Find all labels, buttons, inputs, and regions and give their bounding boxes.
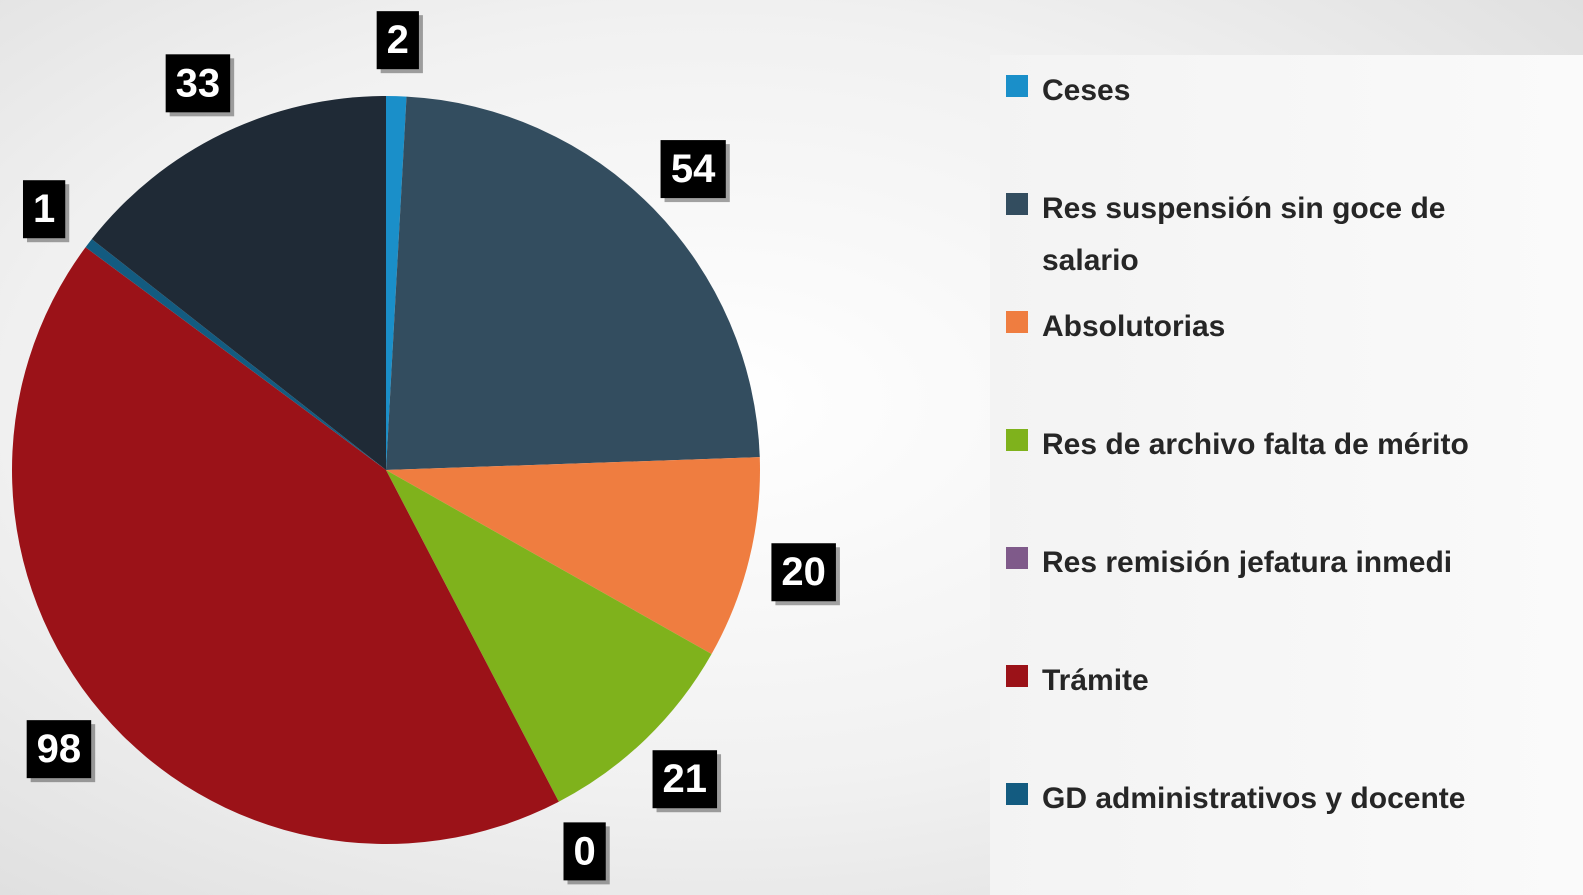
- legend-label: Ceses: [1042, 74, 1131, 107]
- data-label: 2: [376, 11, 423, 74]
- chart: 2 54 20 21 0 98 1 33: [11, 11, 840, 885]
- data-label: 33: [165, 54, 235, 117]
- label-box: [26, 720, 92, 779]
- data-label-text: 1: [33, 187, 55, 231]
- data-label: 1: [22, 180, 70, 243]
- data-label-text: 2: [387, 18, 409, 62]
- legend-label: Trámite: [1042, 664, 1149, 697]
- legend-item: Res remisión jefatura inmedi: [1006, 537, 1506, 589]
- legend-swatch: [1006, 193, 1028, 215]
- legend-swatch: [1006, 311, 1028, 333]
- data-label: 20: [771, 543, 840, 606]
- legend-item: Ceses: [1006, 65, 1506, 117]
- data-label: 54: [660, 140, 730, 203]
- legend-label: Res suspensión sin goce de salario: [1042, 192, 1446, 277]
- legend: Ceses Res suspensión sin goce de salario A…: [990, 55, 1583, 895]
- legend-swatch: [1006, 429, 1028, 451]
- label-box: [376, 11, 419, 70]
- legend-swatch: [1006, 75, 1028, 97]
- label-box: [22, 180, 66, 239]
- legend-swatch: [1006, 547, 1028, 569]
- label-box: [563, 822, 606, 881]
- legend-item: Res de archivo falta de mérito: [1006, 419, 1506, 471]
- legend-label: Res de archivo falta de mérito: [1042, 428, 1469, 461]
- data-label: 21: [652, 750, 722, 813]
- legend-label: GD administrativos y docente: [1042, 782, 1466, 815]
- data-label-text: 20: [781, 550, 826, 594]
- legend-item: Res suspensión sin goce de salario: [1006, 183, 1506, 287]
- data-label: 0: [563, 822, 610, 885]
- pie-slice: [11, 247, 559, 845]
- pie-slice: [85, 239, 386, 470]
- legend-item: GD administrativos y docente: [1006, 773, 1506, 825]
- legend-label: Absolutorias: [1042, 310, 1226, 343]
- data-label-text: 98: [37, 727, 82, 771]
- label-box: [771, 543, 836, 602]
- label-box: [652, 750, 718, 809]
- legend-label: Res remisión jefatura inmedi: [1042, 546, 1453, 579]
- data-label: 98: [26, 720, 96, 783]
- legend-swatch: [1006, 783, 1028, 805]
- data-label-text: 54: [671, 147, 716, 191]
- pie-slice: [386, 457, 760, 655]
- label-box: [660, 140, 726, 199]
- pie-slice: [91, 96, 386, 470]
- pie-slice: [386, 470, 712, 802]
- label-box: [165, 54, 231, 113]
- pie-slice: [386, 96, 407, 470]
- data-label-text: 21: [663, 757, 708, 801]
- data-label-text: 0: [573, 829, 595, 873]
- legend-item: Trámite: [1006, 655, 1506, 707]
- legend-swatch: [1006, 665, 1028, 687]
- data-label-text: 33: [176, 61, 221, 105]
- legend-item: Absolutorias: [1006, 301, 1506, 353]
- pie-slice: [386, 96, 760, 471]
